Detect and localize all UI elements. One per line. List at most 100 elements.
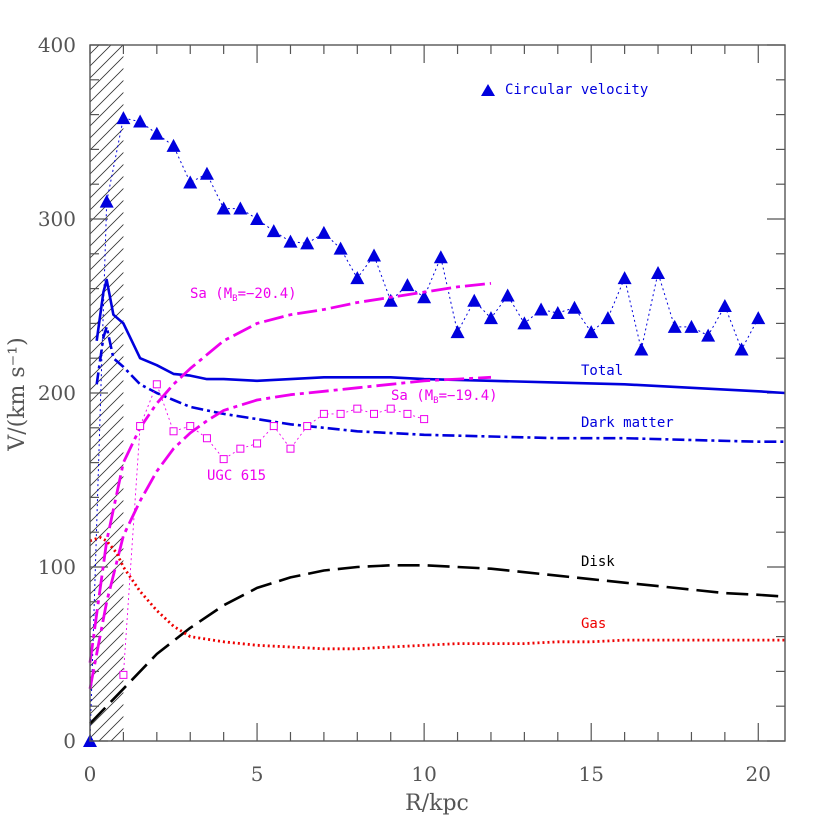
- circular-velocity-point: [333, 241, 348, 255]
- label-disk: Disk: [581, 554, 615, 570]
- label-sa-19-4: Sa (MB=−19.4): [391, 388, 498, 406]
- ugc-615-point: [336, 409, 345, 418]
- x-tick-label-0: 0: [84, 762, 97, 786]
- ugc-615-point: [319, 409, 328, 418]
- circular-velocity-point: [667, 319, 682, 333]
- ugc-615-point: [186, 422, 195, 431]
- series-gas: [89, 536, 785, 651]
- ugc-615-point: [269, 422, 278, 431]
- line-sa-m-b-19-4: [88, 375, 492, 690]
- circular-velocity-point: [417, 290, 432, 304]
- circular-velocity-point: [517, 316, 532, 330]
- series-dark-matter: [95, 325, 785, 444]
- circular-velocity-point: [350, 271, 365, 285]
- circular-velocity-point: [450, 325, 465, 339]
- circular-velocity-point: [266, 224, 281, 238]
- circular-velocity-point: [433, 250, 448, 264]
- circular-velocity-point: [116, 111, 131, 125]
- circular-velocity-point: [316, 225, 331, 239]
- curve-annotations: Total Dark matter Sa (MB=−20.4) Sa (MB=−…: [190, 286, 674, 632]
- x-tick-label-5: 5: [251, 762, 264, 786]
- ugc-615-point: [420, 415, 429, 424]
- line-gas: [89, 536, 785, 651]
- circular-velocity-point: [367, 248, 382, 262]
- circular-velocity-point: [99, 194, 114, 208]
- circular-velocity-point: [383, 293, 398, 307]
- circular-velocity-point: [166, 138, 181, 152]
- tick-labels: 0 5 10 15 20 0 100 200 300 400: [38, 33, 771, 786]
- circular-velocity-point: [617, 271, 632, 285]
- line-disk: [89, 563, 786, 725]
- series-sa-m-b-20-4: [88, 282, 492, 663]
- legend-label: Circular velocity: [505, 82, 648, 98]
- circular-velocity-point: [283, 234, 298, 248]
- circular-velocity-point: [467, 293, 482, 307]
- circular-velocity-point: [149, 126, 164, 140]
- circular-velocity-point: [199, 166, 214, 180]
- axis-ticks: [89, 44, 785, 742]
- ugc-615-point: [353, 404, 362, 413]
- circular-velocity-point: [734, 342, 749, 356]
- ugc-615-point: [286, 444, 295, 453]
- ugc-615-point: [253, 439, 262, 448]
- circular-velocity-point: [300, 236, 315, 250]
- line-dark-matter: [95, 325, 785, 444]
- circular-velocity-point: [500, 288, 515, 302]
- circular-velocity-point: [684, 319, 699, 333]
- ugc-615-point: [119, 670, 128, 679]
- circular-velocity-point: [233, 201, 248, 215]
- series-sa-m-b-19-4: [88, 375, 492, 690]
- circular-velocity-point: [567, 300, 582, 314]
- circular-velocity-point: [133, 114, 148, 128]
- y-tick-label-100: 100: [38, 555, 76, 579]
- ugc-615-point: [386, 404, 395, 413]
- label-total: Total: [581, 363, 623, 379]
- ugc-615-point: [403, 409, 412, 418]
- x-tick-label-15: 15: [578, 762, 603, 786]
- series-layer: [83, 111, 786, 747]
- ugc-615-point: [303, 422, 312, 431]
- circular-velocity-point: [183, 175, 198, 189]
- circular-velocity-point: [717, 299, 732, 312]
- circular-velocity-point: [751, 311, 766, 325]
- ugc-615-point: [136, 422, 145, 431]
- y-tick-label-0: 0: [63, 729, 76, 753]
- ugc-615-point: [219, 455, 228, 464]
- circular-velocity-point: [634, 342, 649, 356]
- circular-velocity-point: [600, 311, 615, 325]
- label-gas: Gas: [581, 616, 606, 632]
- circular-velocity-point: [584, 325, 599, 339]
- legend: Circular velocity: [481, 82, 648, 98]
- circular-velocity-point: [550, 305, 565, 319]
- circular-velocity-point: [216, 201, 231, 215]
- y-tick-label-300: 300: [38, 207, 76, 231]
- label-ugc-615: UGC 615: [207, 468, 266, 484]
- series-circular-velocity: [83, 111, 766, 747]
- label-dark-matter: Dark matter: [581, 415, 674, 431]
- circular-velocity-point: [534, 302, 549, 316]
- x-tick-label-20: 20: [746, 762, 771, 786]
- y-tick-label-200: 200: [38, 381, 76, 405]
- ugc-615-point: [202, 434, 211, 443]
- legend-triangle-icon: [481, 84, 495, 96]
- line-total: [95, 278, 786, 395]
- series-disk: [89, 563, 786, 725]
- line-sa-m-b-20-4: [88, 282, 492, 663]
- circular-velocity-point: [651, 265, 666, 279]
- y-tick-label-400: 400: [38, 33, 76, 57]
- x-tick-label-10: 10: [411, 762, 436, 786]
- ugc-615-point: [169, 427, 178, 436]
- label-sa-20-4: Sa (MB=−20.4): [190, 286, 297, 304]
- x-axis-title: R/kpc: [405, 791, 469, 816]
- circular-velocity-point: [483, 311, 498, 325]
- ugc-615-point: [152, 380, 161, 389]
- ugc-615-point: [370, 409, 379, 418]
- circular-velocity-point: [701, 328, 716, 342]
- circular-velocity-point: [400, 278, 415, 292]
- circular-velocity-point: [250, 212, 265, 225]
- series-total: [95, 278, 786, 395]
- y-axis-title: V/(km s⁻¹): [5, 337, 30, 451]
- ugc-615-point: [236, 444, 245, 453]
- series-ugc-615: [119, 380, 429, 679]
